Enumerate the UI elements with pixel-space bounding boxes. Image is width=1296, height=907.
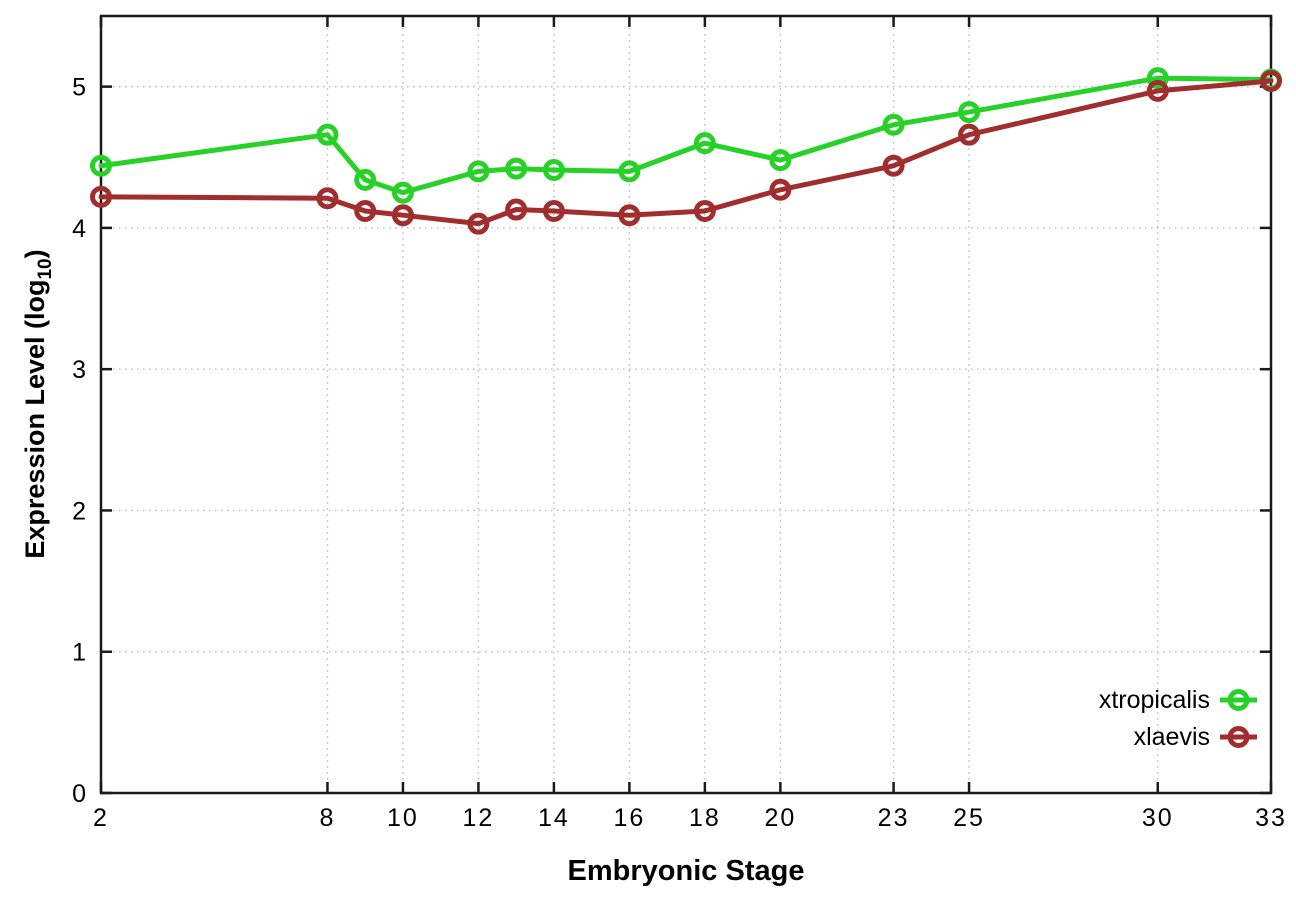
x-tick-label: 10 [387, 804, 419, 832]
y-tick-label: 4 [72, 215, 88, 243]
y-tick-label: 5 [72, 74, 88, 102]
data-point-xtropicalis [505, 157, 528, 180]
x-tick-label: 12 [463, 804, 495, 832]
data-point-xlaevis [316, 187, 339, 210]
x-tick-label: 16 [613, 804, 645, 832]
y-tick-label: 0 [72, 780, 88, 808]
x-tick-label: 33 [1255, 804, 1287, 832]
data-point-xtropicalis [391, 181, 414, 204]
data-point-xlaevis [1260, 69, 1282, 92]
data-point-xtropicalis [1146, 67, 1169, 90]
legend-marker-xtropicalis [1227, 689, 1250, 711]
y-axis-title-subscript: 10 [35, 258, 56, 279]
data-point-xlaevis [618, 204, 641, 227]
y-tick-label: 3 [72, 356, 88, 384]
legend: xtropicalis xlaevis [1099, 686, 1257, 751]
y-tick-label: 2 [72, 497, 88, 525]
y-tick-label: 1 [72, 639, 88, 667]
y-axis-title: Expression Level (log10) [20, 249, 56, 558]
data-point-xtropicalis [769, 149, 792, 172]
y-axis-title-close: ) [20, 249, 50, 258]
x-tick-label: 30 [1142, 804, 1174, 832]
data-point-xtropicalis [467, 160, 490, 183]
x-tick-label: 8 [319, 804, 335, 832]
x-tick-label: 23 [878, 804, 910, 832]
x-tick-label: 2 [93, 804, 109, 832]
x-tick-label: 20 [764, 804, 796, 832]
data-point-xtropicalis [693, 132, 716, 155]
series-line-xtropicalis [98, 75, 1274, 196]
data-point-xlaevis [505, 198, 528, 221]
gridlines [101, 16, 1271, 793]
data-point-xtropicalis [316, 123, 339, 146]
plot-border-and-ticks [99, 14, 1273, 795]
data-point-xlaevis [882, 154, 905, 177]
data-point-xlaevis [769, 178, 792, 201]
data-point-xtropicalis [90, 154, 112, 177]
x-tick-label: 14 [538, 804, 570, 832]
x-axis-title: Embryonic Stage [568, 855, 805, 887]
data-point-xlaevis [467, 212, 490, 235]
data-point-xtropicalis [354, 168, 377, 191]
legend-marker-xlaevis [1227, 726, 1250, 748]
plot-border [99, 14, 1273, 795]
data-point-xlaevis [391, 204, 414, 227]
data-point-xlaevis [958, 123, 981, 146]
data-point-xtropicalis [958, 101, 981, 124]
data-point-xtropicalis [882, 113, 905, 136]
data-point-xlaevis [90, 185, 112, 208]
data-point-xlaevis [693, 199, 716, 222]
data-point-xtropicalis [542, 158, 565, 181]
data-point-xlaevis [542, 199, 565, 222]
data-point-xlaevis [354, 199, 377, 222]
legend-label-xtropicalis: xtropicalis [1099, 686, 1210, 714]
x-tick-label: 18 [689, 804, 721, 832]
data-series [90, 67, 1282, 235]
data-point-xlaevis [1146, 79, 1169, 102]
y-axis-title-main: Expression Level (log [20, 280, 50, 559]
data-point-xtropicalis [618, 160, 641, 183]
x-tick-label: 25 [953, 804, 985, 832]
legend-label-xlaevis: xlaevis [1134, 723, 1210, 751]
